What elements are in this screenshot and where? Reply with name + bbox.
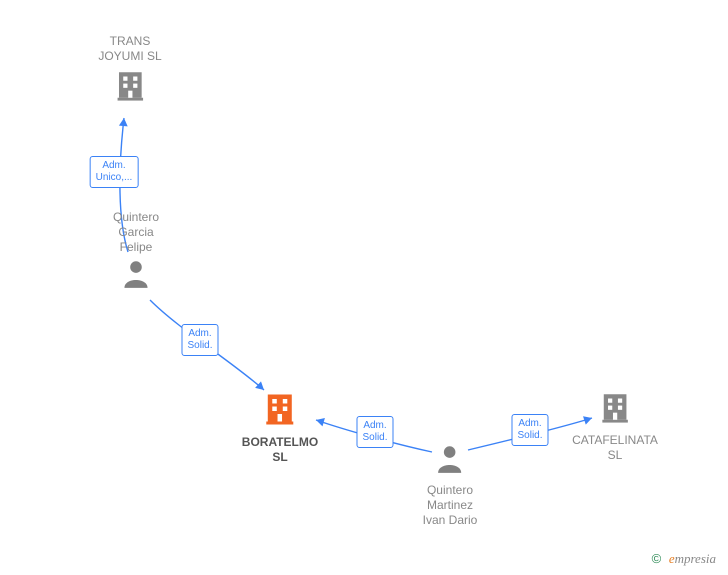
node-boratelmo[interactable]: BORATELMO SL bbox=[242, 390, 318, 465]
node-quintero-martinez[interactable]: Quintero Martinez Ivan Dario bbox=[423, 444, 478, 532]
copyright-symbol: © bbox=[652, 551, 662, 566]
edge-label-adm-solid-3: Adm. Solid. bbox=[511, 414, 548, 446]
node-label: Quintero Garcia Felipe bbox=[113, 210, 159, 255]
edge-label-adm-solid-1: Adm. Solid. bbox=[181, 324, 218, 356]
node-label: TRANS JOYUMI SL bbox=[98, 34, 161, 64]
node-label: Quintero Martinez Ivan Dario bbox=[423, 483, 478, 528]
node-trans-joyumi[interactable]: TRANS JOYUMI SL bbox=[98, 34, 161, 107]
watermark: © empresia bbox=[652, 551, 716, 567]
building-icon bbox=[262, 390, 298, 431]
diagram-canvas: TRANS JOYUMI SL Quintero Garcia Felipe B… bbox=[0, 0, 728, 575]
building-icon bbox=[598, 390, 632, 429]
person-icon bbox=[122, 259, 150, 294]
building-icon bbox=[113, 68, 147, 107]
node-label: CATAFELINATA SL bbox=[572, 433, 658, 463]
edge-label-adm-solid-2: Adm. Solid. bbox=[356, 416, 393, 448]
edge-label-adm-unico: Adm. Unico,... bbox=[90, 156, 139, 188]
person-icon bbox=[436, 444, 464, 479]
node-quintero-garcia[interactable]: Quintero Garcia Felipe bbox=[113, 210, 159, 294]
brand-name: empresia bbox=[669, 551, 716, 566]
node-label: BORATELMO SL bbox=[242, 435, 318, 465]
node-catafelinata[interactable]: CATAFELINATA SL bbox=[572, 390, 658, 463]
